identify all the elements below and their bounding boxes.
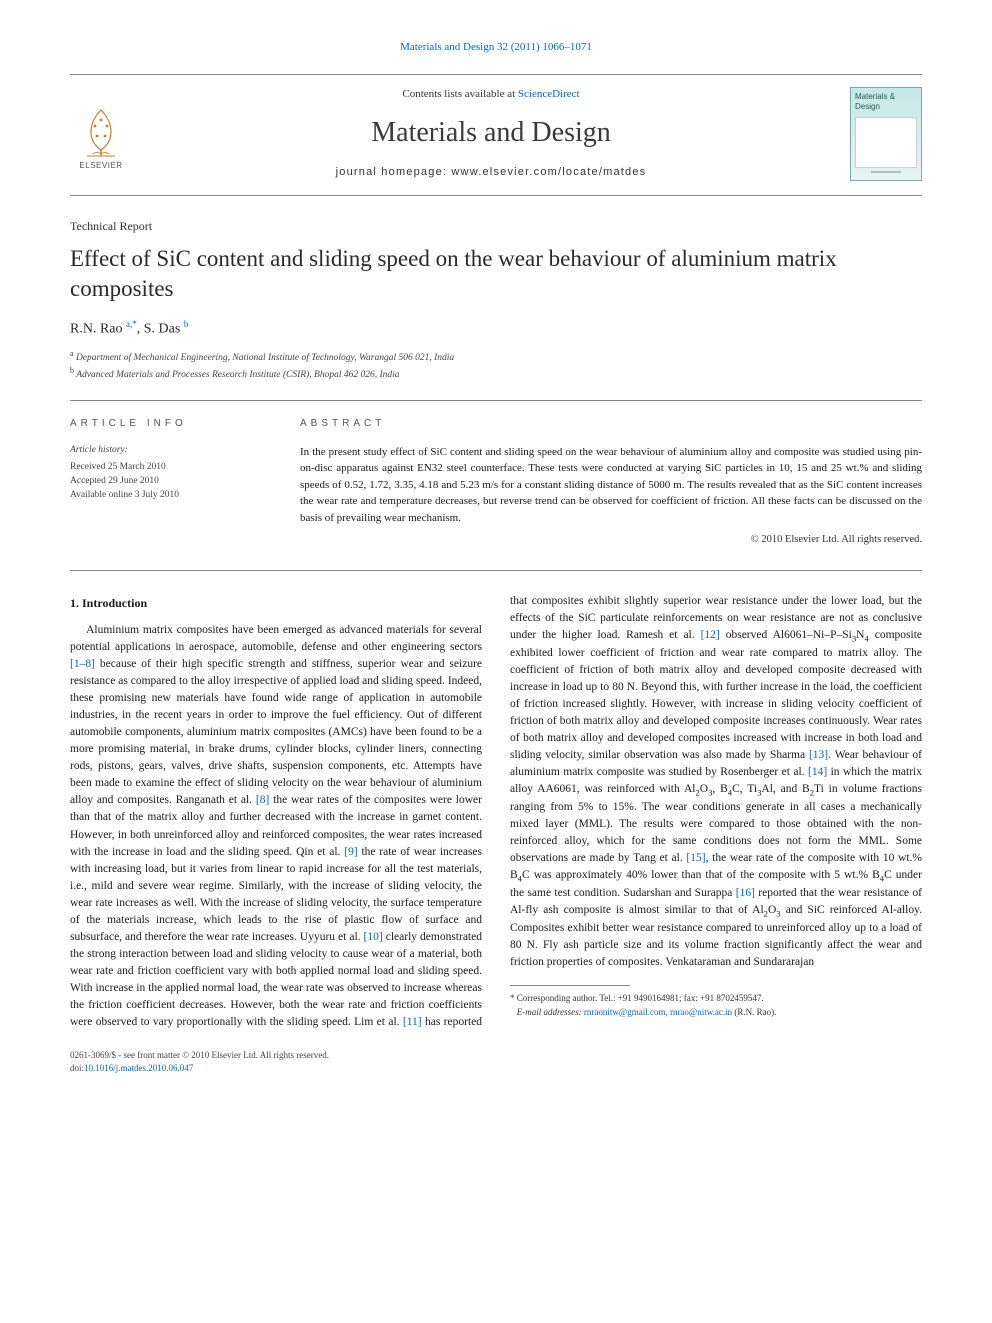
history-online: Available online 3 July 2010 xyxy=(70,488,260,502)
contents-prefix: Contents lists available at xyxy=(402,88,517,100)
corresponding-block: * Corresponding author. Tel.: +91 949016… xyxy=(510,985,922,1019)
abstract-copyright: © 2010 Elsevier Ltd. All rights reserved… xyxy=(300,532,922,547)
journal-homepage: journal homepage: www.elsevier.com/locat… xyxy=(146,165,836,181)
article-info-heading: ARTICLE INFO xyxy=(70,417,260,432)
header-center: Contents lists available at ScienceDirec… xyxy=(146,87,836,181)
section-heading-intro: 1. Introduction xyxy=(70,595,482,613)
affiliations: a Department of Mechanical Engineering, … xyxy=(70,348,922,383)
bottom-meta: 0261-3069/$ - see front matter © 2010 El… xyxy=(70,1049,922,1076)
aff-sup-b: b xyxy=(70,366,74,375)
journal-title: Materials and Design xyxy=(146,113,836,154)
ref-link[interactable]: [10] xyxy=(364,931,383,943)
ref-link[interactable]: [1–8] xyxy=(70,658,95,670)
issue-citation-link[interactable]: Materials and Design 32 (2011) 1066–1071 xyxy=(400,41,592,53)
journal-cover-body xyxy=(855,117,917,168)
author-list: R.N. Rao a,*, S. Das b xyxy=(70,318,922,340)
contents-line: Contents lists available at ScienceDirec… xyxy=(146,87,836,103)
ref-link[interactable]: [16] xyxy=(736,887,755,899)
front-matter-line: 0261-3069/$ - see front matter © 2010 El… xyxy=(70,1049,922,1063)
history-label: Article history: xyxy=(70,444,260,458)
aff-sup-a: a xyxy=(70,349,74,358)
abstract-text: In the present study effect of SiC conte… xyxy=(300,444,922,527)
abstract-heading: ABSTRACT xyxy=(300,417,922,432)
elsevier-tree-icon xyxy=(77,106,125,158)
corresponding-line: Corresponding author. Tel.: +91 94901649… xyxy=(517,993,764,1003)
article-info-block: ARTICLE INFO Article history: Received 2… xyxy=(70,417,260,547)
corresponding-email-link[interactable]: rnraonitw@gmail.com, rnrao@nitw.ac.in xyxy=(584,1007,732,1017)
journal-cover-thumbnail: Materials & Design xyxy=(850,87,922,181)
history-received: Received 25 March 2010 xyxy=(70,460,260,474)
journal-cover-brand: Materials & Design xyxy=(855,92,917,111)
ref-link[interactable]: [9] xyxy=(344,846,357,858)
ref-link[interactable]: [15] xyxy=(686,852,705,864)
affiliation-a: a Department of Mechanical Engineering, … xyxy=(70,348,922,365)
article-title: Effect of SiC content and sliding speed … xyxy=(70,244,922,304)
body-columns: 1. Introduction Aluminium matrix composi… xyxy=(70,593,922,1031)
article-type: Technical Report xyxy=(70,218,922,235)
footnote-rule xyxy=(510,985,630,986)
doi-line: doi:10.1016/j.matdes.2010.06.047 xyxy=(70,1062,922,1076)
ref-link[interactable]: [13] xyxy=(809,749,828,761)
journal-cover-footer xyxy=(855,168,917,176)
issue-citation: Materials and Design 32 (2011) 1066–1071 xyxy=(70,40,922,56)
intro-paragraph: Aluminium matrix composites have been em… xyxy=(70,593,922,1031)
ref-link[interactable]: [14] xyxy=(808,766,827,778)
corresponding-star-icon: * xyxy=(510,993,517,1003)
sciencedirect-link[interactable]: ScienceDirect xyxy=(518,88,580,100)
homepage-url[interactable]: www.elsevier.com/locate/matdes xyxy=(451,166,646,178)
aff-text-a: Department of Mechanical Engineering, Na… xyxy=(76,353,454,363)
abstract-block: ABSTRACT In the present study effect of … xyxy=(300,417,922,547)
aff-text-b: Advanced Materials and Processes Researc… xyxy=(76,370,399,380)
history-accepted: Accepted 29 June 2010 xyxy=(70,474,260,488)
ref-link[interactable]: [11] xyxy=(403,1016,422,1028)
email-label: E-mail addresses: xyxy=(517,1007,582,1017)
doi-link[interactable]: 10.1016/j.matdes.2010.06.047 xyxy=(84,1063,193,1073)
ref-link[interactable]: [8] xyxy=(256,794,269,806)
affiliation-b: b Advanced Materials and Processes Resea… xyxy=(70,365,922,382)
corresponding-email-suffix: (R.N. Rao). xyxy=(732,1007,776,1017)
doi-prefix: doi: xyxy=(70,1063,84,1073)
journal-header: ELSEVIER Contents lists available at Sci… xyxy=(70,74,922,196)
ref-link[interactable]: [12] xyxy=(701,629,720,641)
elsevier-wordmark: ELSEVIER xyxy=(79,160,122,172)
homepage-prefix: journal homepage: xyxy=(336,166,452,178)
article-meta-row: ARTICLE INFO Article history: Received 2… xyxy=(70,400,922,570)
elsevier-logo: ELSEVIER xyxy=(70,97,132,171)
